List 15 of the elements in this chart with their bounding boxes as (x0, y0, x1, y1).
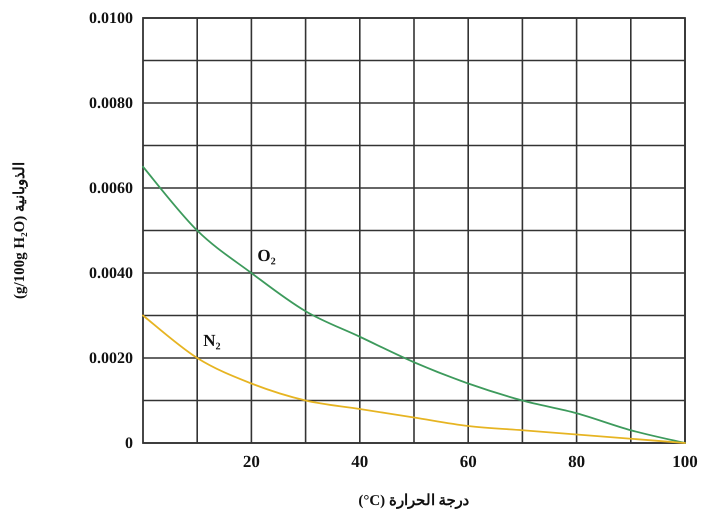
y-tick-label: 0.0080 (89, 95, 133, 112)
y-tick-label: 0.0040 (89, 265, 133, 282)
y-tick-label: 0.0020 (89, 350, 133, 367)
x-tick-label: 80 (568, 452, 586, 471)
y-tick-label: 0.0100 (89, 10, 133, 27)
x-tick-label: 20 (242, 452, 260, 471)
x-tick-label: 100 (672, 452, 698, 471)
y-tick-label: 0.0060 (89, 180, 133, 197)
series-label: O₂ (257, 246, 276, 265)
y-axis-title: الذوبانية (g/100g H₂O) (12, 162, 28, 299)
x-tick-label: 40 (351, 452, 368, 471)
x-axis-title: درجة الحرارة (°C) (358, 493, 470, 509)
y-tick-label: 0 (125, 435, 133, 452)
x-tick-label: 60 (460, 452, 477, 471)
series-label: N₂ (203, 331, 221, 350)
